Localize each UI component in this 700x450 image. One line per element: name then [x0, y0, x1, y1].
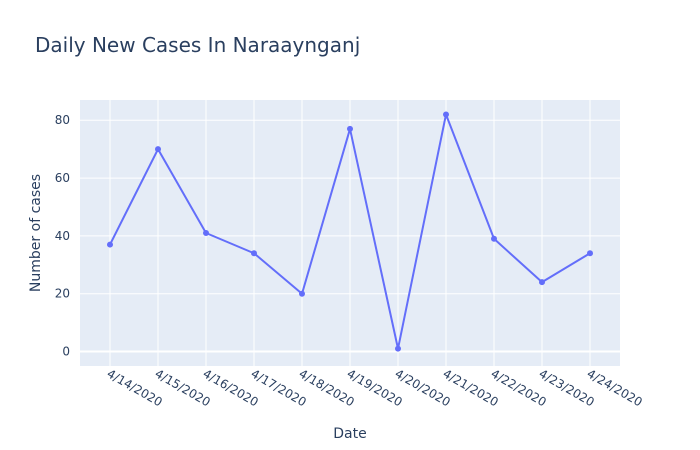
y-tick-label: 80	[55, 113, 70, 127]
data-point[interactable]	[539, 279, 545, 286]
data-point[interactable]	[299, 290, 305, 297]
y-axis-ticks: 0 20 40 60 80	[55, 113, 70, 358]
x-axis-title: Date	[333, 426, 366, 442]
x-tick-label: 4/24/2020	[585, 366, 645, 409]
y-tick-label: 20	[55, 287, 70, 301]
gridlines	[80, 100, 620, 366]
chart-title: Daily New Cases In Naraaynganj	[35, 33, 360, 57]
data-point[interactable]	[203, 230, 209, 236]
data-point[interactable]	[395, 345, 401, 352]
data-point[interactable]	[443, 111, 449, 118]
data-point[interactable]	[587, 250, 593, 257]
y-tick-label: 40	[55, 229, 70, 243]
data-point[interactable]	[347, 125, 353, 132]
x-axis-ticks: 4/14/20204/15/20204/16/20204/17/20204/18…	[105, 366, 645, 409]
series-group	[107, 111, 593, 352]
y-tick-label: 0	[62, 345, 70, 359]
y-axis-title: Number of cases	[28, 174, 44, 292]
data-point[interactable]	[491, 235, 497, 242]
data-point[interactable]	[107, 241, 113, 248]
data-point[interactable]	[251, 250, 257, 257]
y-tick-label: 60	[55, 171, 70, 185]
data-point[interactable]	[155, 146, 161, 153]
